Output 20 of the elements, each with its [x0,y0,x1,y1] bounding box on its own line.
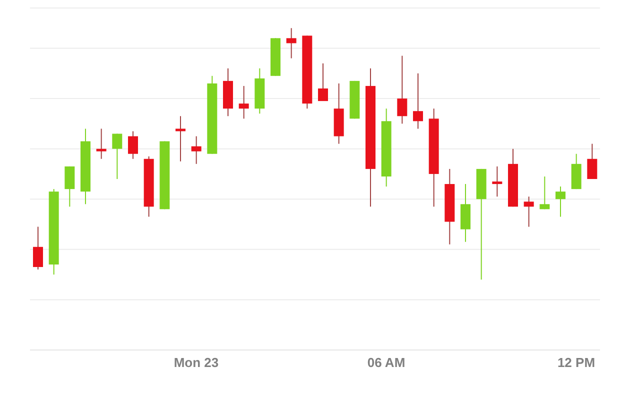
candlestick [33,226,43,270]
candlestick [176,116,186,162]
candlestick [318,62,328,102]
candlestick [112,133,122,180]
candlestick [238,85,249,120]
candlestick [128,130,138,160]
candlestick [64,166,75,208]
candlestick [524,196,534,228]
x-tick-label: 12 PM [557,355,596,370]
x-tick-label: 06 AM [367,355,406,370]
candlestick [397,55,408,124]
candlestick [96,128,106,160]
candlestick [413,72,423,130]
candlestick [492,166,502,198]
candlestick [540,176,550,210]
candlestick [587,143,598,180]
candlestick [191,136,202,164]
x-tick-label: Mon 23 [174,355,219,370]
candlestick [286,28,296,59]
candlestick [556,186,566,218]
